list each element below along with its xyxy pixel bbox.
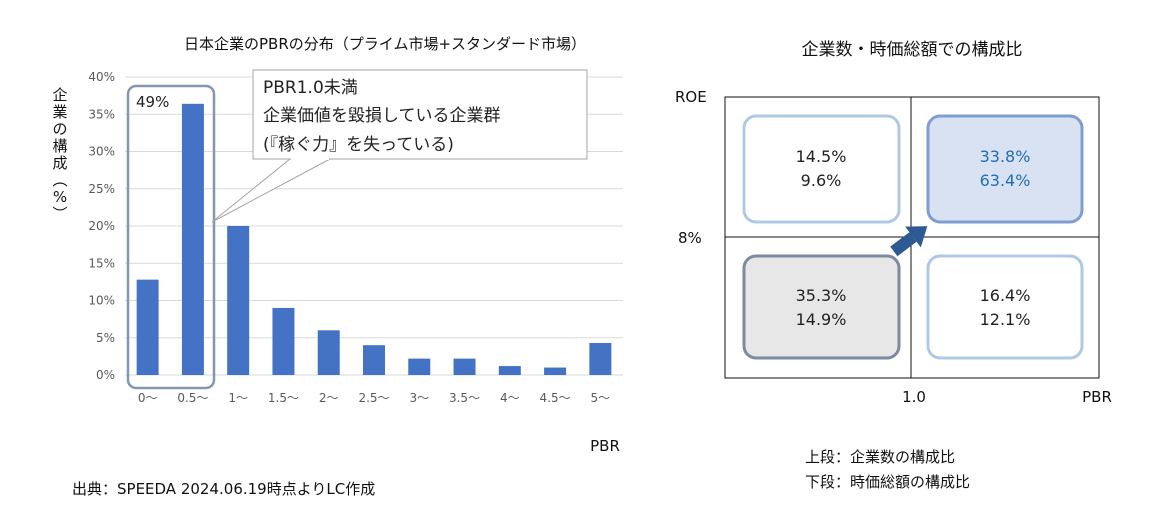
bar bbox=[317, 330, 340, 375]
x-tick-label: 4.5〜 bbox=[540, 391, 571, 405]
highlight-percent: 49% bbox=[136, 93, 169, 111]
bar bbox=[453, 358, 476, 375]
y-tick-label: 10% bbox=[88, 294, 115, 308]
bar bbox=[227, 226, 250, 375]
source-note: 出典：SPEEDA 2024.06.19時点よりLC作成 bbox=[72, 480, 376, 498]
y-tick-label: 25% bbox=[88, 182, 115, 196]
x-tick-label: 4〜 bbox=[500, 391, 520, 405]
bar bbox=[363, 345, 385, 375]
pbr-axis-label: PBR bbox=[1082, 388, 1112, 406]
x-tick-labels: 0〜 0.5〜 1〜 1.5〜 2〜 2.5〜 3〜 3.5〜 4〜 4.5〜 5〜 bbox=[138, 391, 610, 405]
x-tick-label: 0.5〜 bbox=[177, 391, 208, 405]
y-tick-label: 15% bbox=[88, 256, 115, 270]
bars bbox=[136, 103, 612, 375]
x-tick-label: 2.5〜 bbox=[358, 391, 389, 405]
x-tick-label: 1.5〜 bbox=[268, 391, 299, 405]
quadrant-top-left bbox=[742, 114, 901, 224]
quadrant-top-right bbox=[926, 114, 1084, 224]
y-tick-label: 35% bbox=[88, 107, 115, 121]
x-tick-label: 2〜 bbox=[319, 391, 339, 405]
quadrant-bottom-left bbox=[742, 254, 901, 360]
highlight-box bbox=[126, 84, 216, 390]
y-tick-label: 5% bbox=[96, 331, 115, 345]
q-top-left-mcap: 9.6% bbox=[801, 171, 842, 190]
x-tick-label: 3.5〜 bbox=[449, 391, 480, 405]
bar bbox=[408, 358, 431, 375]
bar-chart-title: 日本企業のPBRの分布（プライム市場+スタンダード市場） bbox=[184, 35, 586, 53]
callout-line-3: (『稼ぐ力』を失っている) bbox=[263, 135, 454, 155]
q-bottom-left-mcap: 14.9% bbox=[796, 310, 847, 329]
x-axis-label: PBR bbox=[590, 437, 620, 455]
bar bbox=[136, 279, 159, 375]
callout-line-1: PBR1.0未満 bbox=[263, 78, 358, 98]
callout-line-2: 企業価値を毀損している企業群 bbox=[263, 106, 501, 126]
y-tick-label: 20% bbox=[88, 219, 115, 233]
callout: PBR1.0未満 企業価値を毀損している企業群 (『稼ぐ力』を失っている) bbox=[211, 69, 588, 223]
q-top-right-count: 33.8% bbox=[980, 147, 1031, 166]
roe-axis-label: ROE bbox=[675, 88, 707, 106]
x-tick-label: 0〜 bbox=[138, 391, 158, 405]
x-tick-label: 3〜 bbox=[409, 391, 429, 405]
x-tick-label: 5〜 bbox=[591, 391, 611, 405]
y-tick-label: 30% bbox=[88, 145, 115, 159]
roe-threshold-label: 8% bbox=[678, 229, 702, 247]
q-top-left-count: 14.5% bbox=[796, 147, 847, 166]
matrix-title: 企業数・時価総額での構成比 bbox=[802, 40, 1023, 60]
legend-bottom-row: 下段：時価総額の構成比 bbox=[805, 473, 971, 491]
q-bottom-right-mcap: 12.1% bbox=[980, 310, 1031, 329]
y-tick-labels: 0% 5% 10% 15% 20% 25% 30% 35% 40% bbox=[88, 70, 115, 382]
x-tick-label: 1〜 bbox=[228, 391, 248, 405]
bar bbox=[272, 307, 295, 375]
quadrant-bottom-right bbox=[926, 254, 1084, 360]
y-tick-label: 0% bbox=[96, 368, 115, 382]
q-bottom-right-count: 16.4% bbox=[980, 286, 1031, 305]
bar bbox=[181, 103, 204, 375]
legend-top-row: 上段：企業数の構成比 bbox=[805, 448, 956, 466]
q-top-right-mcap: 63.4% bbox=[980, 171, 1031, 190]
bar bbox=[544, 367, 567, 375]
bar bbox=[498, 366, 521, 375]
q-bottom-left-count: 35.3% bbox=[796, 286, 847, 305]
y-tick-label: 40% bbox=[88, 70, 115, 84]
arrow-icon bbox=[890, 226, 928, 257]
bar bbox=[589, 342, 612, 375]
pbr-threshold-label: 1.0 bbox=[902, 388, 926, 406]
y-axis-label: 企業の構成︵% ︶ bbox=[52, 86, 67, 223]
